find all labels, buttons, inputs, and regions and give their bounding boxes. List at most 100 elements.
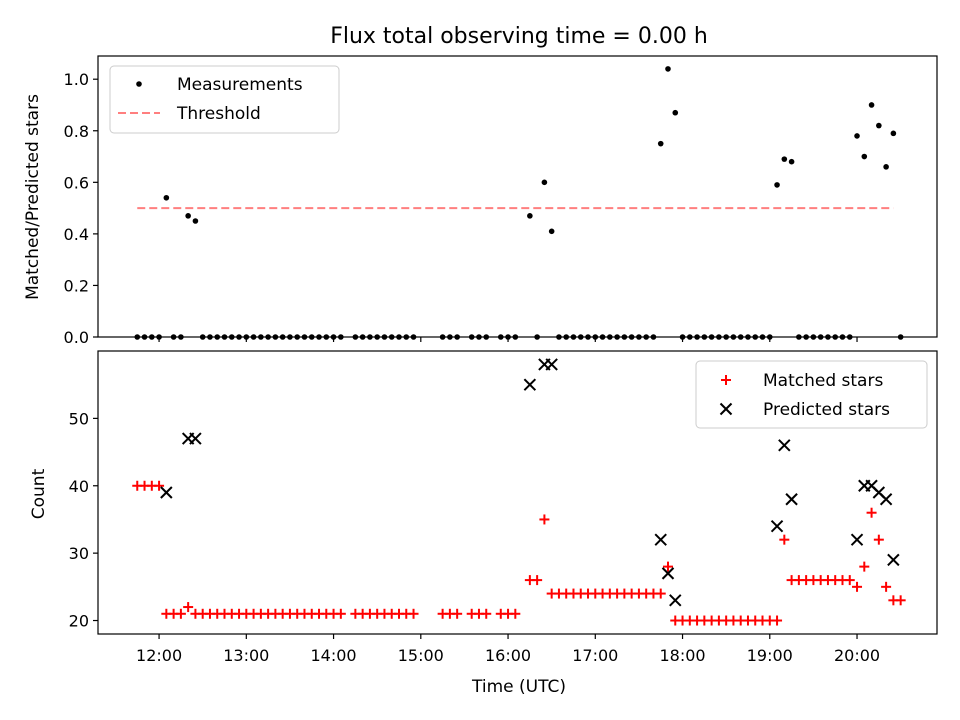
bottom-y-tick-label: 50 <box>69 409 89 428</box>
matched-star-point <box>859 561 870 572</box>
legend-predicted-marker-b <box>719 402 733 416</box>
predicted-star-point <box>669 594 682 607</box>
predicted-star-point <box>523 378 537 391</box>
matched-star-point <box>539 514 550 525</box>
predicted-star-b <box>778 439 791 452</box>
predicted-star-b <box>865 479 878 492</box>
predicted-star-b <box>523 378 537 391</box>
top-y-tick-label: 0.8 <box>64 122 89 141</box>
bottom-axes-frame <box>97 350 938 635</box>
predicted-star-b <box>654 533 667 546</box>
matched-star-point <box>772 615 783 626</box>
matched-star-point <box>662 561 673 572</box>
top-y-tick-label: 0.6 <box>64 173 89 192</box>
measurement-point <box>861 153 868 160</box>
top-y-tick-label: 0.2 <box>64 276 89 295</box>
matched-star-point <box>481 608 492 619</box>
matched-star-point <box>175 608 186 619</box>
top-legend: Measurements Threshold <box>109 65 340 134</box>
legend-measurements-label: Measurements <box>177 75 303 95</box>
bottom-legend-box <box>695 360 928 429</box>
x-tick-label: 12:00 <box>136 646 182 665</box>
measurement-point <box>868 102 875 108</box>
predicted-star-b <box>872 486 886 499</box>
predicted-star-point <box>778 439 791 452</box>
predicted-star-point <box>545 358 558 371</box>
matched-star-point <box>532 575 543 586</box>
predicted-star-b <box>669 594 682 607</box>
matched-star-point <box>183 602 194 613</box>
predicted-star-point <box>654 533 667 546</box>
measurement-point <box>657 140 664 147</box>
bottom-legend: Matched stars Predicted stars <box>695 360 928 429</box>
measurement-point <box>541 179 548 186</box>
predicted-star-point <box>770 519 784 533</box>
predicted-star-b <box>887 553 900 567</box>
matched-star-point <box>844 575 855 586</box>
figure-title: Flux total observing time = 0.00 h <box>330 24 708 49</box>
predicted-star-point <box>887 553 900 567</box>
matched-star-point <box>655 588 666 599</box>
top-y-tick-label: 0.4 <box>64 225 89 244</box>
predicted-star-point <box>160 486 173 499</box>
matched-star-point <box>408 608 419 619</box>
matched-star-point <box>866 507 877 518</box>
matched-star-point <box>873 534 884 545</box>
predicted-star-point <box>189 432 202 445</box>
legend-predicted-label: Predicted stars <box>763 400 890 420</box>
measurement-point <box>185 213 191 219</box>
top-y-axis-label: Matched/Predicted stars <box>23 94 43 300</box>
bottom-y-tick-label: 20 <box>69 612 89 631</box>
matched-star-point <box>510 608 521 619</box>
predicted-star-b <box>189 432 202 445</box>
predicted-star-b <box>879 493 893 506</box>
x-tick-label: 14:00 <box>311 646 357 665</box>
matched-star-point <box>852 581 863 592</box>
x-tick-label: 18:00 <box>659 646 705 665</box>
predicted-star-point <box>879 493 893 506</box>
predicted-star-point <box>850 533 864 546</box>
measurement-point <box>781 156 788 162</box>
top-legend-box <box>109 65 340 134</box>
x-tick-label: 15:00 <box>398 646 444 665</box>
measurement-point <box>876 122 882 129</box>
measurement-point <box>192 218 199 224</box>
x-axis-label: Time (UTC) <box>471 677 566 697</box>
x-tick-label: 20:00 <box>834 646 880 665</box>
measurement-point <box>163 194 170 201</box>
measurement-point <box>854 133 860 139</box>
bottom-y-tick-label: 30 <box>69 544 89 563</box>
x-tick-label: 19:00 <box>747 646 793 665</box>
predicted-star-point <box>661 567 675 580</box>
matched-star-point <box>895 595 906 606</box>
legend-measurement-marker <box>136 81 142 87</box>
predicted-star-b <box>661 567 675 580</box>
measurement-point <box>774 182 780 188</box>
matched-star-point <box>779 534 790 545</box>
predicted-star-b <box>770 519 784 533</box>
top-y-tick-label: 1.0 <box>64 70 89 89</box>
legend-matched-label: Matched stars <box>763 371 883 391</box>
predicted-star-b <box>785 493 798 506</box>
measurement-point <box>665 66 671 72</box>
measurement-point <box>672 109 679 116</box>
predicted-star-point <box>785 493 798 506</box>
measurement-point <box>548 228 555 235</box>
matched-star-point <box>881 581 892 592</box>
x-tick-label: 16:00 <box>485 646 531 665</box>
predicted-star-b <box>160 486 173 499</box>
top-y-tick-label: 0.0 <box>64 328 89 347</box>
bottom-y-tick-label: 40 <box>69 477 89 496</box>
bottom-y-axis-label: Count <box>29 468 49 519</box>
predicted-star-b <box>850 533 864 546</box>
measurement-point <box>527 213 533 219</box>
measurement-point <box>883 164 889 170</box>
top-panel: 0.0 0.2 0.4 0.6 0.8 1.0 Measurements Threshold <box>64 55 938 347</box>
matched-star-point <box>335 608 346 619</box>
measurement-point <box>788 158 795 165</box>
matched-star-point <box>452 608 463 619</box>
predicted-star-b <box>545 358 558 371</box>
legend-threshold-label: Threshold <box>176 104 261 124</box>
x-tick-label: 17:00 <box>572 646 618 665</box>
